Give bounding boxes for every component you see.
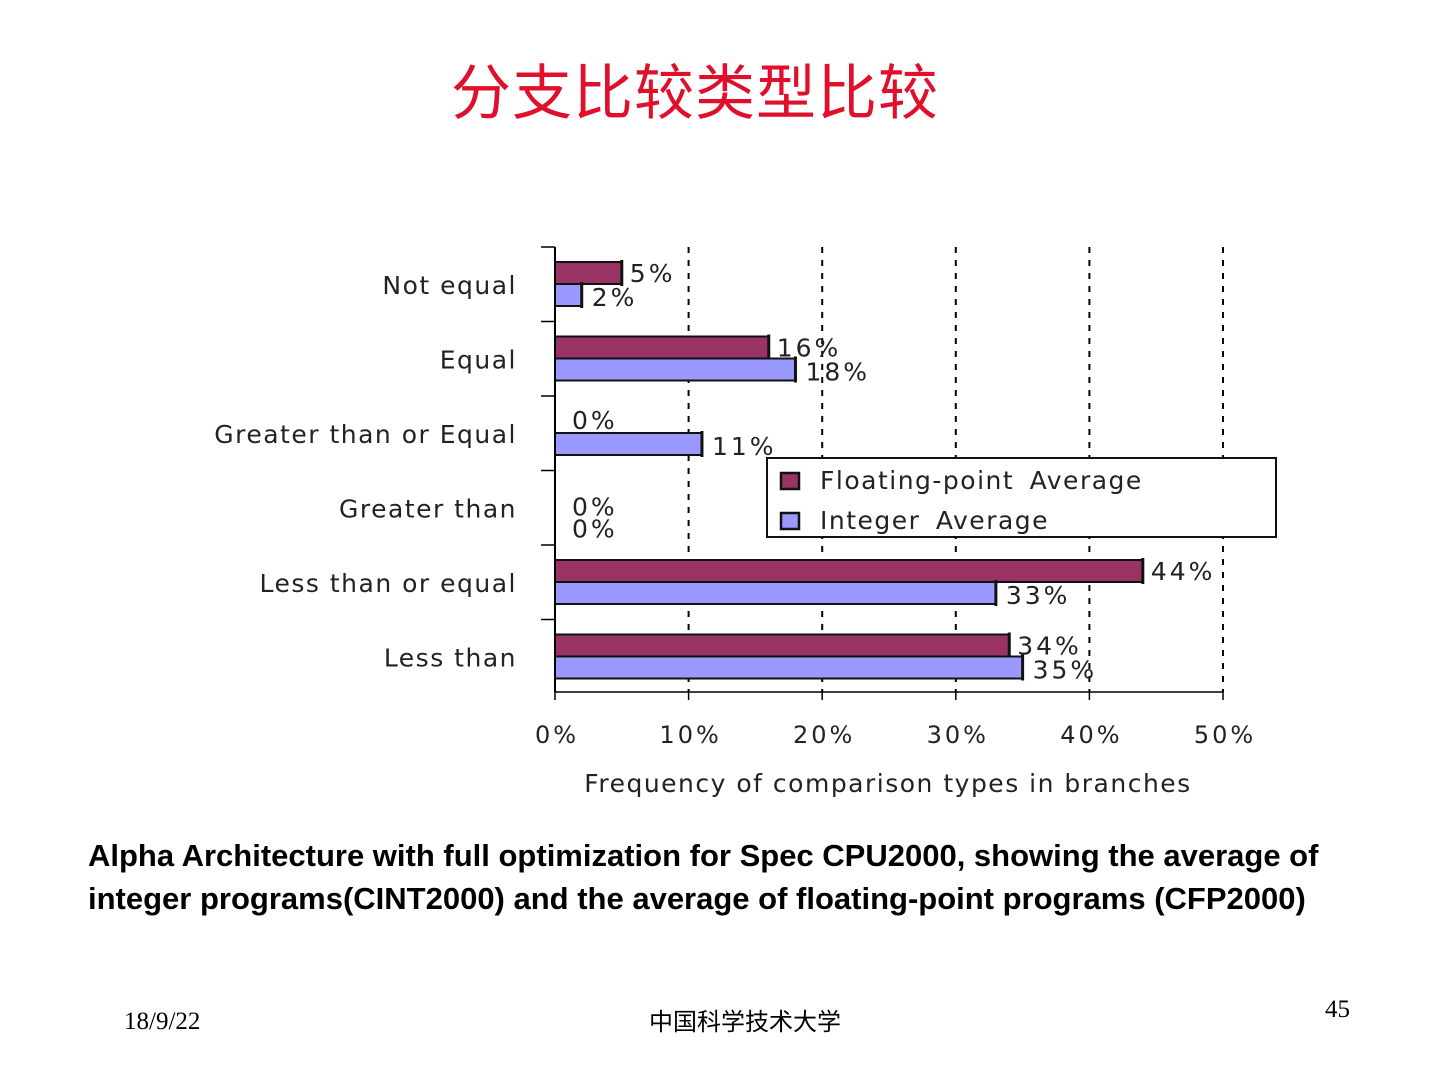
legend-box (766, 457, 1277, 538)
slide-caption: Alpha Architecture with full optimizatio… (88, 838, 1319, 916)
int-value-label: 18% (805, 358, 870, 387)
branch-comparison-bar-chart: 0% 10% 20% 30% 40% 50%Frequency of comparison… (214, 246, 1277, 798)
slide-title: 分支比较类型比较 (451, 59, 939, 129)
int-value-label: 2% (592, 283, 638, 312)
legend-swatch (779, 471, 801, 491)
int-value-label: 33% (1006, 581, 1071, 610)
fp-value-label: 44% (1151, 557, 1216, 586)
int-bar (554, 283, 583, 307)
x-tick-label: 20% (793, 721, 855, 749)
fp-value-label: 34% (1017, 632, 1082, 661)
labels: 0% 10% 20% 30% 40% 50%Frequency of comparison… (214, 259, 1256, 798)
x-axis-title: Frequency of comparison types in branche… (584, 769, 1191, 798)
axes (541, 246, 1224, 700)
category-label: Not equal (382, 271, 517, 300)
int-bar (554, 357, 797, 382)
x-tick-label: 50% (1194, 721, 1256, 749)
fp-value-label: 0% (572, 406, 618, 435)
int-value-label: 35% (1033, 656, 1098, 685)
legend-label: Floating-point Average (820, 466, 1143, 495)
category-label: Greater than (339, 495, 517, 524)
x-tick-label: 40% (1060, 721, 1122, 749)
int-bar (554, 655, 1024, 680)
x-tick-label: 30% (927, 721, 989, 749)
fp-bar (554, 633, 1011, 658)
x-tick-label: 10% (659, 721, 721, 749)
footer-organization: 中国科学技术大学 (649, 1008, 841, 1036)
fp-value-label: 16% (777, 334, 842, 363)
fp-bar (554, 559, 1144, 583)
category-label: Less than or equal (259, 569, 517, 598)
fp-value-label: 5% (630, 259, 676, 288)
legend-label: Integer Average (820, 506, 1049, 535)
int-bar (554, 581, 997, 605)
page-number: 45 (1325, 996, 1350, 1023)
category-label: Less than (384, 644, 517, 673)
fp-value-label: 0% (572, 493, 618, 522)
int-value-label: 0% (572, 515, 618, 544)
x-tick-label: 0% (535, 721, 579, 749)
footer-date: 18/9/22 (124, 1008, 201, 1035)
fp-bar (554, 335, 770, 360)
int-value-label: 11% (712, 432, 777, 461)
legend: Floating-point Average Integer Average (766, 457, 1277, 538)
fp-bar (554, 261, 623, 285)
category-label: Equal (440, 346, 517, 375)
legend-swatch (779, 511, 801, 531)
bars (554, 260, 1145, 681)
category-label: Greater than or Equal (214, 420, 517, 449)
int-bar (554, 432, 703, 456)
